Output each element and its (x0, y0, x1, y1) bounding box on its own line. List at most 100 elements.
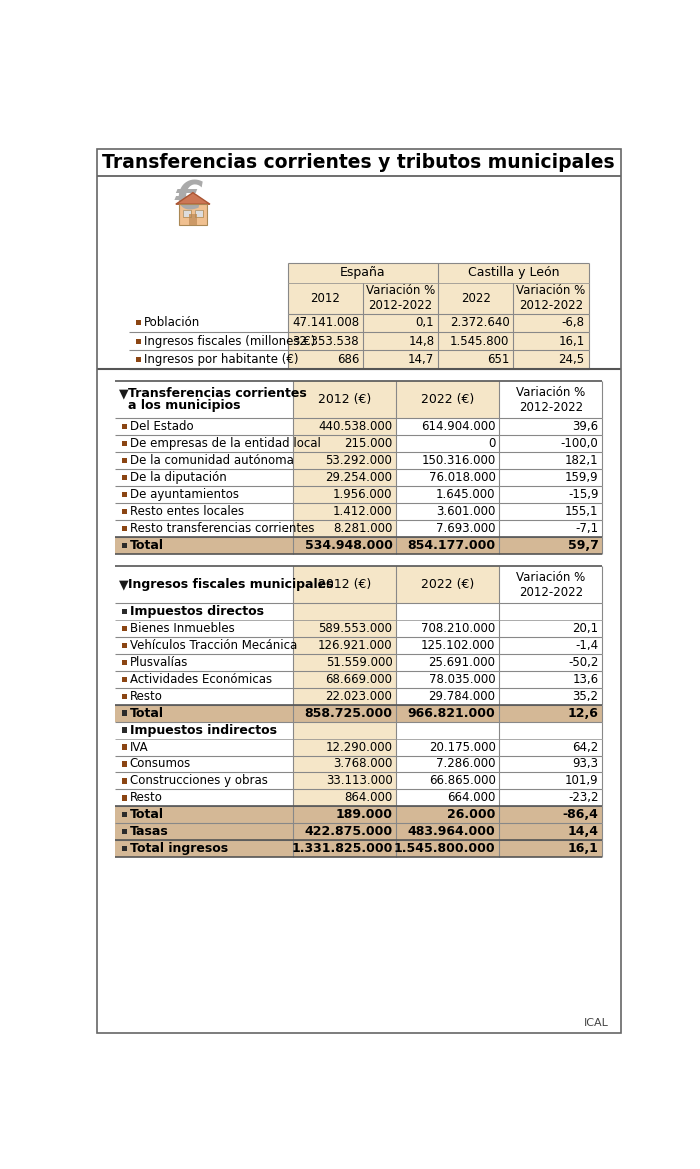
Text: 1.645.000: 1.645.000 (436, 487, 496, 502)
Bar (115, 381, 293, 419)
Text: Bienes Inmuebles: Bienes Inmuebles (130, 622, 234, 635)
Bar (122, 526, 127, 531)
Bar (122, 424, 127, 429)
Text: ▼: ▼ (119, 577, 129, 592)
Text: 2022 (€): 2022 (€) (421, 393, 475, 407)
Text: Variación %
2012-2022: Variación % 2012-2022 (517, 284, 586, 312)
Text: 29.784.000: 29.784.000 (428, 690, 496, 703)
Text: 14,8: 14,8 (408, 334, 434, 347)
Text: 59,7: 59,7 (568, 539, 598, 552)
Bar (438, 263, 589, 283)
Bar (293, 687, 396, 705)
Text: 1.956.000: 1.956.000 (333, 487, 393, 502)
Bar (115, 721, 603, 739)
Text: Transferencias corrientes: Transferencias corrientes (128, 387, 307, 400)
Text: 1.331.825.000: 1.331.825.000 (291, 842, 393, 856)
Bar (122, 779, 127, 783)
Text: Castilla y León: Castilla y León (468, 267, 559, 279)
Bar (293, 435, 396, 452)
Text: 64,2: 64,2 (573, 740, 598, 754)
Bar (363, 283, 438, 313)
Bar (195, 209, 203, 217)
Text: 1.545.800: 1.545.800 (450, 334, 510, 347)
Text: 440.538.000: 440.538.000 (318, 420, 393, 434)
Text: -1,4: -1,4 (575, 639, 598, 652)
Text: 78.035.000: 78.035.000 (429, 673, 496, 686)
Text: 66.865.000: 66.865.000 (428, 774, 496, 788)
Text: 25.691.000: 25.691.000 (428, 656, 496, 669)
Bar (122, 745, 127, 749)
Bar (183, 209, 190, 217)
Bar (122, 458, 127, 463)
Text: 159,9: 159,9 (565, 471, 598, 484)
Text: 0: 0 (488, 437, 496, 450)
Text: 864.000: 864.000 (344, 791, 393, 804)
Bar (438, 351, 589, 369)
Bar (115, 603, 603, 620)
Text: Variación %
2012-2022: Variación % 2012-2022 (517, 570, 586, 599)
Text: Resto: Resto (130, 791, 162, 804)
Text: Resto entes locales: Resto entes locales (130, 505, 244, 518)
Bar (438, 283, 513, 313)
Bar (122, 761, 127, 767)
Bar (293, 671, 396, 687)
Text: 0,1: 0,1 (416, 317, 434, 330)
Text: 2012 (€): 2012 (€) (318, 393, 372, 407)
Text: Plusvalías: Plusvalías (130, 656, 188, 669)
Bar (122, 643, 127, 648)
Text: Resto: Resto (130, 690, 162, 703)
Bar (115, 566, 293, 603)
Text: 2022 (€): 2022 (€) (421, 577, 475, 592)
Text: 966.821.000: 966.821.000 (408, 706, 496, 720)
Text: 29.254.000: 29.254.000 (326, 471, 393, 484)
Text: Ingresos por habitante (€): Ingresos por habitante (€) (144, 353, 298, 366)
Bar (293, 469, 396, 486)
Bar (122, 795, 127, 801)
Text: ICAL: ICAL (584, 1018, 609, 1029)
Text: 155,1: 155,1 (565, 505, 598, 518)
Text: 125.102.000: 125.102.000 (421, 639, 496, 652)
Bar (189, 214, 197, 224)
Bar (293, 653, 396, 671)
Text: Total: Total (130, 808, 164, 822)
Text: -50,2: -50,2 (568, 656, 598, 669)
Bar (293, 566, 396, 603)
Text: 68.669.000: 68.669.000 (326, 673, 393, 686)
Text: 20,1: 20,1 (573, 622, 598, 635)
Bar (293, 739, 396, 755)
Text: Total ingresos: Total ingresos (130, 842, 228, 856)
Text: Ingresos fiscales (millones €): Ingresos fiscales (millones €) (144, 334, 315, 347)
Text: 589.553.000: 589.553.000 (318, 622, 393, 635)
Bar (122, 693, 127, 699)
Bar (396, 381, 499, 419)
Text: Del Estado: Del Estado (130, 420, 193, 434)
Text: -7,1: -7,1 (575, 521, 598, 535)
Text: -15,9: -15,9 (568, 487, 598, 502)
Text: Tasas: Tasas (130, 825, 169, 838)
Text: 534.948.000: 534.948.000 (304, 539, 393, 552)
Text: 1.545.800.000: 1.545.800.000 (394, 842, 496, 856)
Text: 32.353.538: 32.353.538 (293, 334, 359, 347)
Text: 708.210.000: 708.210.000 (421, 622, 496, 635)
Text: -6,8: -6,8 (561, 317, 584, 330)
Bar (122, 475, 127, 480)
Text: Total: Total (130, 706, 164, 720)
Bar (122, 609, 127, 614)
Bar (293, 503, 396, 520)
Bar (293, 789, 396, 807)
Text: Construcciones y obras: Construcciones y obras (130, 774, 267, 788)
Text: De la comunidad autónoma: De la comunidad autónoma (130, 454, 293, 468)
Bar (293, 755, 396, 773)
Bar (115, 823, 603, 841)
Text: IVA: IVA (130, 740, 148, 754)
Bar (438, 332, 589, 351)
Text: Consumos: Consumos (130, 758, 191, 770)
Text: 126.921.000: 126.921.000 (318, 639, 393, 652)
Bar (115, 537, 603, 554)
Text: De empresas de la entidad local: De empresas de la entidad local (130, 437, 321, 450)
Text: 93,3: 93,3 (573, 758, 598, 770)
Bar (122, 441, 127, 447)
Bar (293, 773, 396, 789)
Text: Impuestos directos: Impuestos directos (130, 606, 264, 618)
Text: De la diputación: De la diputación (130, 471, 227, 484)
